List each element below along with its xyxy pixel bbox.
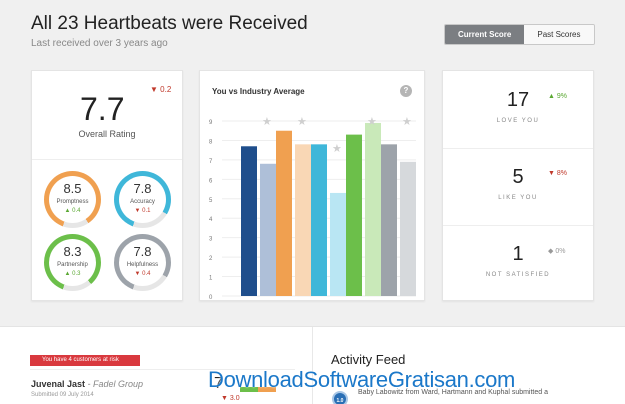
last-received-text: Last received over 3 years ago <box>31 38 168 49</box>
sentiment-counts-card: 17 ▲ 9% LOVE YOU 5 ▼ 8% LIKE YOU 1 ◆ 0% … <box>442 70 594 301</box>
comparison-bar-chart: 0 1 2 3 4 5 6 7 8 9 ★ ★ ★ ★ ★ <box>209 115 416 301</box>
chart-title: You vs Industry Average <box>212 87 305 96</box>
love-you-block: 17 ▲ 9% LOVE YOU <box>443 71 593 148</box>
customers-at-risk-badge[interactable]: You have 4 customers at risk <box>30 355 140 366</box>
bar-industry <box>295 144 311 296</box>
gauge-delta: ▲ 0.3 <box>64 271 81 277</box>
gauge-delta: ▲ 0.4 <box>64 208 81 214</box>
industry-comparison-card: You vs Industry Average ? 0 1 2 3 4 5 6 7 8 9 ★ ★ ★ ★… <box>199 70 425 301</box>
gauge-delta: ▼ 0.4 <box>134 271 151 277</box>
divider <box>312 327 313 404</box>
bar-you <box>346 134 362 296</box>
page-title: All 23 Heartbeats were Received <box>31 13 308 34</box>
like-you-block: 5 ▼ 8% LIKE YOU <box>443 148 593 225</box>
customer-score-bar <box>258 387 276 392</box>
page-header: All 23 Heartbeats were Received Last rec… <box>0 0 625 62</box>
y-tick-label: 3 <box>209 237 213 243</box>
y-tick-label: 4 <box>209 217 213 223</box>
overall-delta: ▼ 0.2 <box>150 85 172 94</box>
divider <box>443 148 593 149</box>
bar-industry <box>260 163 276 296</box>
like-you-label: LIKE YOU <box>498 195 538 201</box>
bar-you <box>241 146 257 296</box>
gauge-value: 8.5 <box>63 181 82 196</box>
y-tick-label: 9 <box>209 120 213 126</box>
bar-industry <box>365 122 381 296</box>
overall-score: 7.7 <box>80 91 125 127</box>
help-icon[interactable]: ? <box>400 85 412 97</box>
benchmark-star-icon: ★ <box>367 115 377 128</box>
bottom-panel: You have 4 customers at risk Juvenal Jas… <box>0 326 625 404</box>
overall-rating-label: Overall Rating <box>78 129 136 139</box>
customer-submitted-date: Submitted 09 July 2014 <box>31 392 94 398</box>
y-tick-label: 8 <box>209 139 213 145</box>
love-you-label: LOVE YOU <box>496 118 540 124</box>
divider <box>32 159 182 160</box>
partnership-gauge: 8.3 Partnership ▲ 0.3 <box>44 234 101 291</box>
like-you-delta: ▼ 8% <box>548 170 567 177</box>
y-tick-label: 0 <box>209 295 213 301</box>
not-satisfied-count: 1 <box>512 243 524 265</box>
benchmark-star-icon: ★ <box>402 115 412 128</box>
customer-name[interactable]: Juvenal Jast - Fadel Group <box>31 379 143 389</box>
bar-you <box>276 130 292 296</box>
activity-score-badge: 1.0 <box>332 391 348 404</box>
y-tick-label: 2 <box>209 256 213 262</box>
y-tick-label: 1 <box>209 276 213 282</box>
gauge-value: 8.3 <box>63 244 82 259</box>
gauge-value: 7.8 <box>133 244 152 259</box>
customer-score-bar <box>240 387 258 392</box>
gauge-label: Helpfulness <box>126 262 159 268</box>
customer-name-text: Juvenal Jast <box>31 379 86 389</box>
accuracy-gauge: 7.8 Accuracy ▼ 0.1 <box>114 171 171 228</box>
like-you-count: 5 <box>512 166 524 188</box>
bar-you <box>381 144 397 296</box>
benchmark-star-icon: ★ <box>297 115 307 128</box>
not-satisfied-delta: ◆ 0% <box>548 248 566 255</box>
not-satisfied-block: 1 ◆ 0% NOT SATISFIED <box>443 225 593 302</box>
love-you-count: 17 <box>506 89 530 111</box>
gauge-value: 7.8 <box>133 181 152 196</box>
y-tick-label: 7 <box>209 159 213 165</box>
activity-item-text[interactable]: Baby Labowitz from Ward, Hartmann and Ku… <box>358 389 549 396</box>
benchmark-star-icon: ★ <box>332 142 342 155</box>
gauge-delta: ▼ 0.1 <box>134 208 151 214</box>
love-you-delta: ▲ 9% <box>548 93 567 100</box>
bar-industry <box>400 161 416 296</box>
customer-company: - Fadel Group <box>85 379 144 389</box>
customer-score-delta: ▼ 3.0 <box>221 395 240 402</box>
watermark-text: DownloadSoftwareGratisan.com <box>208 367 516 392</box>
tab-current-score[interactable]: Current Score <box>445 25 525 44</box>
gauge-label: Promptness <box>56 199 89 205</box>
activity-feed-title: Activity Feed <box>331 352 406 367</box>
divider <box>443 225 593 226</box>
gauge-label: Accuracy <box>130 199 155 205</box>
tab-past-scores[interactable]: Past Scores <box>524 25 594 44</box>
divider <box>30 369 295 370</box>
not-satisfied-label: NOT SATISFIED <box>485 272 551 278</box>
customer-score: 7 <box>214 375 223 392</box>
y-tick-label: 6 <box>209 178 213 184</box>
helpfulness-gauge: 7.8 Helpfulness ▼ 0.4 <box>114 234 171 291</box>
bar-industry <box>330 192 346 296</box>
promptness-gauge: 8.5 Promptness ▲ 0.4 <box>44 171 101 228</box>
gauge-label: Partnership <box>57 262 88 268</box>
score-tabs: Current Score Past Scores <box>444 24 595 45</box>
benchmark-star-icon: ★ <box>262 115 272 128</box>
overall-rating-card: 7.7 ▼ 0.2 Overall Rating 8.5 Promptness … <box>31 70 183 301</box>
bar-you <box>311 144 327 296</box>
y-tick-label: 5 <box>209 198 213 204</box>
